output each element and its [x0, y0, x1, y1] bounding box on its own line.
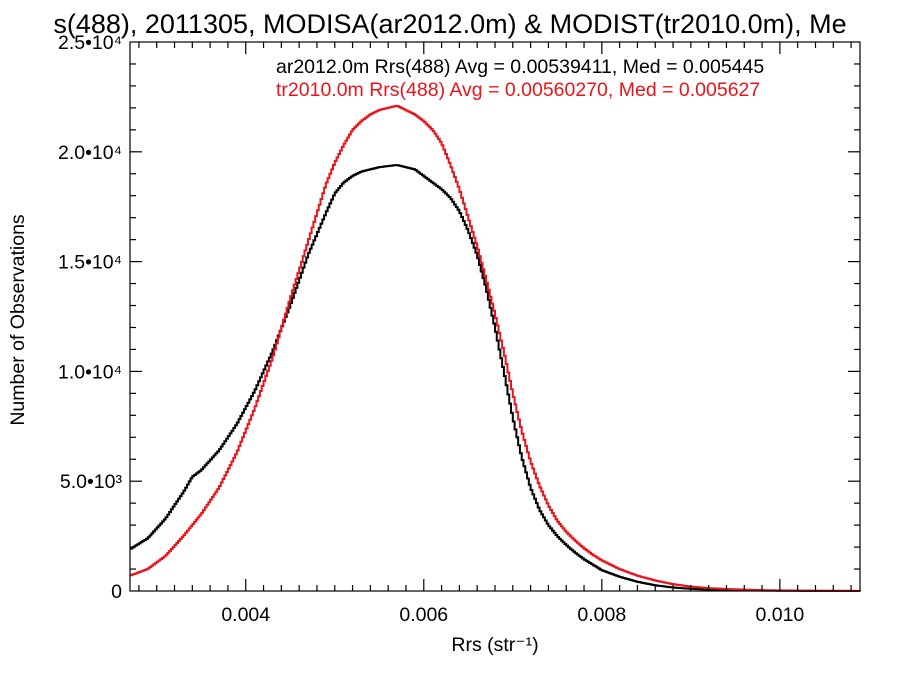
x-tick-label: 0.010: [755, 604, 804, 626]
y-tick-label: 1.5•10⁴: [58, 252, 122, 274]
legend-entry-tr2010: tr2010.0m Rrs(488) Avg = 0.00560270, Med…: [276, 79, 760, 101]
y-tick-label: 5.0•10³: [60, 471, 123, 493]
chart-title: s(488), 2011305, MODISA(ar2012.0m) & MOD…: [53, 9, 846, 39]
series-layer: [130, 104, 861, 592]
x-axis: 0.004 0.006 0.008 0.010: [138, 42, 852, 626]
legend-entry-ar2012: ar2012.0m Rrs(488) Avg = 0.00539411, Med…: [276, 56, 764, 78]
x-tick-label: 0.004: [221, 604, 270, 626]
legend: ar2012.0m Rrs(488) Avg = 0.00539411, Med…: [276, 56, 764, 101]
x-tick-label: 0.006: [399, 604, 448, 626]
y-axis: 0 5.0•10³ 1.0•10⁴ 1.5•10⁴ 2.0•10⁴ 2.5•10⁴: [58, 32, 860, 603]
y-tick-label: 2.5•10⁴: [58, 32, 122, 54]
y-tick-label: 0: [111, 581, 122, 603]
y-axis-label: Number of Observations: [7, 214, 29, 426]
x-axis-label: Rrs (str⁻¹): [451, 634, 538, 656]
y-tick-label: 2.0•10⁴: [58, 142, 122, 164]
series-line-1: [130, 104, 860, 592]
y-tick-label: 1.0•10⁴: [58, 361, 122, 383]
series-line-0: [130, 164, 861, 592]
x-tick-label: 0.008: [577, 604, 626, 626]
